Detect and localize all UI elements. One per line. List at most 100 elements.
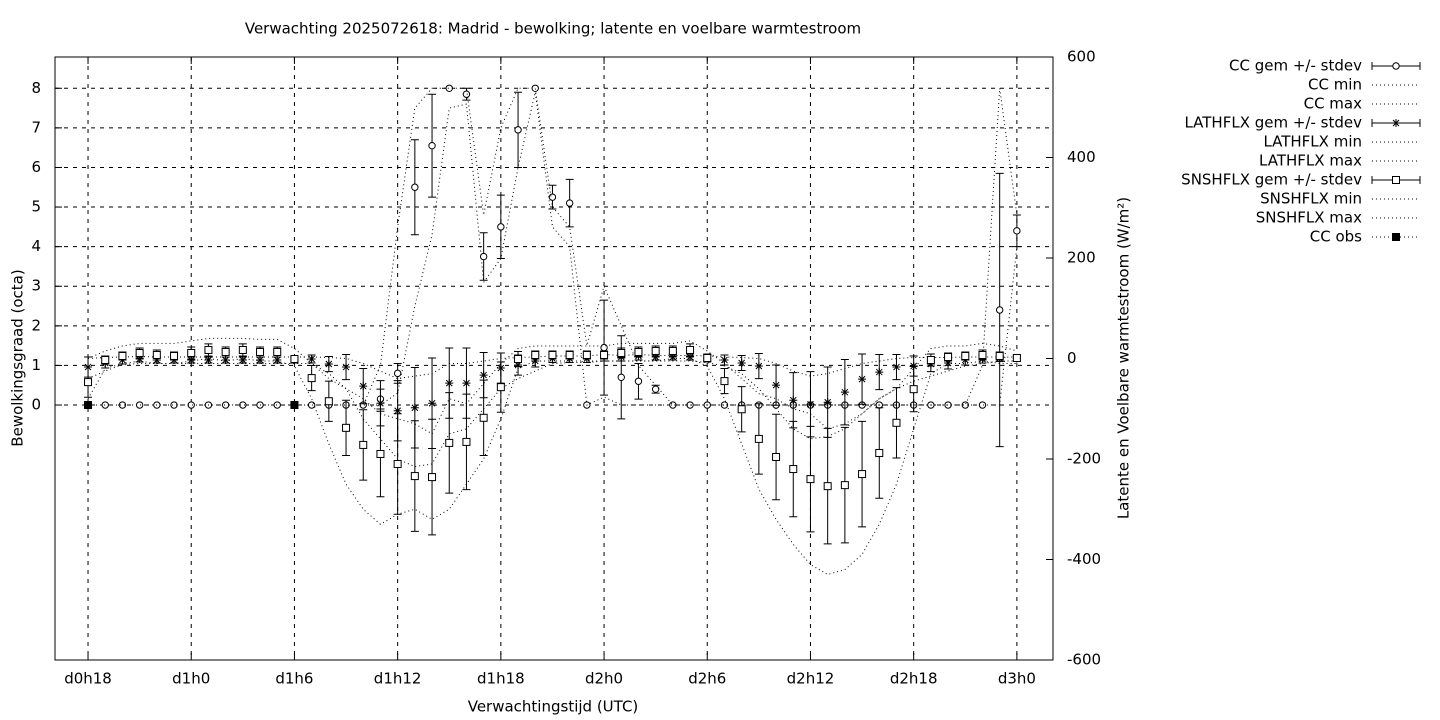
data-point	[995, 351, 1004, 360]
data-point	[531, 350, 540, 359]
data-point	[376, 449, 385, 458]
legend-marker	[1392, 62, 1400, 70]
data-point	[204, 356, 213, 365]
legend-label: LATHFLX max	[1259, 152, 1362, 170]
data-point	[256, 347, 265, 356]
y-tick-label: 0	[31, 396, 41, 414]
data-point	[772, 452, 781, 461]
data-point	[101, 356, 110, 365]
data-point	[187, 348, 196, 357]
data-point	[462, 90, 471, 98]
data-point	[961, 351, 970, 360]
legend-marker	[1392, 176, 1400, 184]
data-point	[548, 193, 557, 201]
legend-label: SNSHFLX gem +/- stdev	[1181, 171, 1362, 189]
data-point	[875, 368, 884, 377]
data-point	[393, 460, 402, 469]
data-point	[720, 356, 729, 365]
data-point	[737, 359, 746, 368]
data-point	[101, 401, 109, 409]
y-tick-label: 3	[31, 277, 41, 295]
data-point	[187, 356, 196, 365]
data-point	[204, 345, 213, 354]
data-point	[239, 401, 247, 409]
data-point	[944, 359, 953, 368]
data-point	[411, 183, 419, 191]
data-point	[359, 440, 368, 449]
y2-tick-label: -200	[1067, 450, 1101, 468]
data-point	[823, 398, 832, 407]
data-point	[823, 482, 832, 491]
data-point	[393, 369, 402, 378]
data-point	[565, 199, 574, 207]
x-tick-label: d2h18	[890, 670, 938, 688]
data-point	[720, 377, 729, 386]
chart-title: Verwachting 2025072618: Madrid - bewolki…	[245, 20, 861, 38]
data-point	[324, 397, 333, 406]
data-point	[944, 352, 953, 361]
y-tick-label: 2	[31, 316, 41, 334]
data-point	[806, 400, 815, 409]
data-point	[531, 84, 539, 92]
data-point	[307, 401, 316, 409]
data-point	[170, 401, 178, 409]
y-tick-label: 1	[31, 356, 41, 374]
legend-label: CC gem +/- stdev	[1229, 57, 1362, 75]
data-point	[686, 352, 695, 361]
legend-marker	[1392, 233, 1400, 241]
data-point	[496, 383, 505, 392]
y-tick-label: 4	[31, 237, 41, 255]
y2-axis-label: Latente en Voelbare warmtestroom (W/m²)	[1115, 197, 1133, 519]
y2-tick-label: -400	[1067, 550, 1101, 568]
data-point	[290, 355, 299, 364]
data-point	[324, 360, 333, 369]
data-point	[410, 472, 419, 481]
data-point	[651, 352, 660, 361]
y2-tick-label: 0	[1067, 349, 1077, 367]
x-tick-label: d2h0	[585, 670, 623, 688]
data-point	[221, 347, 230, 356]
y-tick-label: 6	[31, 158, 41, 176]
data-point	[754, 362, 763, 371]
data-point	[221, 356, 230, 365]
dotted-line	[87, 337, 1018, 435]
data-point	[428, 399, 437, 408]
data-point	[221, 401, 230, 409]
data-point	[135, 401, 144, 409]
data-point	[428, 141, 436, 150]
data-point	[772, 381, 781, 390]
data-point	[651, 346, 660, 355]
data-point	[858, 375, 867, 384]
data-point	[909, 385, 918, 394]
data-point	[840, 388, 849, 397]
data-point	[342, 363, 351, 372]
data-point	[582, 350, 591, 359]
data-point	[445, 438, 454, 447]
y2-tick-label: 400	[1067, 148, 1096, 166]
data-point	[548, 350, 557, 359]
data-point	[238, 356, 247, 365]
data-point	[135, 348, 144, 357]
data-point	[462, 437, 471, 446]
legend-marker	[1392, 119, 1400, 127]
data-point	[737, 405, 746, 414]
data-point	[686, 345, 695, 354]
data-point	[995, 306, 1004, 314]
data-point	[978, 401, 987, 409]
data-point	[410, 403, 419, 412]
legend-sample	[1371, 62, 1421, 70]
data-point	[118, 401, 127, 409]
data-point	[668, 346, 677, 355]
y2-tick-label: -600	[1067, 651, 1101, 669]
legend-label: LATHFLX min	[1263, 133, 1362, 151]
data-point	[479, 252, 488, 261]
legend-label: SNSHFLX min	[1260, 190, 1362, 208]
x-axis-label: Verwachtingstijd (UTC)	[468, 698, 639, 716]
data-point	[600, 350, 609, 359]
data-point	[514, 126, 522, 134]
data-point	[617, 373, 625, 382]
data-point	[840, 481, 849, 490]
y-axis-label: Bewolkingsgraad (octa)	[9, 269, 27, 446]
data-point	[634, 377, 643, 385]
